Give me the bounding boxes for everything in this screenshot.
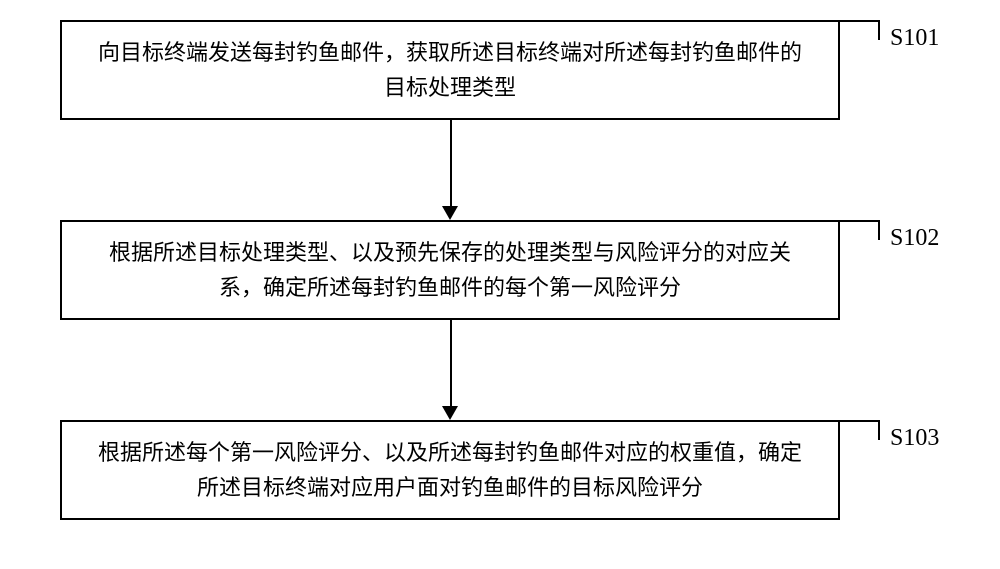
step-label: S103: [890, 425, 939, 452]
flow-arrow: [450, 320, 452, 406]
step-box-2: 根据所述目标处理类型、以及预先保存的处理类型与风险评分的对应关系，确定所述每封钓…: [60, 220, 840, 320]
label-connector: [840, 420, 880, 440]
step-wrapper: 向目标终端发送每封钓鱼邮件，获取所述目标终端对所述每封钓鱼邮件的目标处理类型 S…: [60, 20, 840, 120]
step-text: 根据所述目标处理类型、以及预先保存的处理类型与风险评分的对应关系，确定所述每封钓…: [92, 235, 808, 305]
flow-arrow: [450, 120, 452, 206]
step-text: 根据所述每个第一风险评分、以及所述每封钓鱼邮件对应的权重值，确定所述目标终端对应…: [92, 435, 808, 505]
arrow-head-icon: [442, 406, 458, 420]
label-connector: [840, 20, 880, 40]
label-connector: [840, 220, 880, 240]
step-wrapper: 根据所述目标处理类型、以及预先保存的处理类型与风险评分的对应关系，确定所述每封钓…: [60, 220, 840, 320]
step-label: S101: [890, 25, 939, 52]
step-box-3: 根据所述每个第一风险评分、以及所述每封钓鱼邮件对应的权重值，确定所述目标终端对应…: [60, 420, 840, 520]
step-box-1: 向目标终端发送每封钓鱼邮件，获取所述目标终端对所述每封钓鱼邮件的目标处理类型: [60, 20, 840, 120]
step-wrapper: 根据所述每个第一风险评分、以及所述每封钓鱼邮件对应的权重值，确定所述目标终端对应…: [60, 420, 840, 520]
arrow-head-icon: [442, 206, 458, 220]
step-label: S102: [890, 225, 939, 252]
step-text: 向目标终端发送每封钓鱼邮件，获取所述目标终端对所述每封钓鱼邮件的目标处理类型: [92, 35, 808, 105]
